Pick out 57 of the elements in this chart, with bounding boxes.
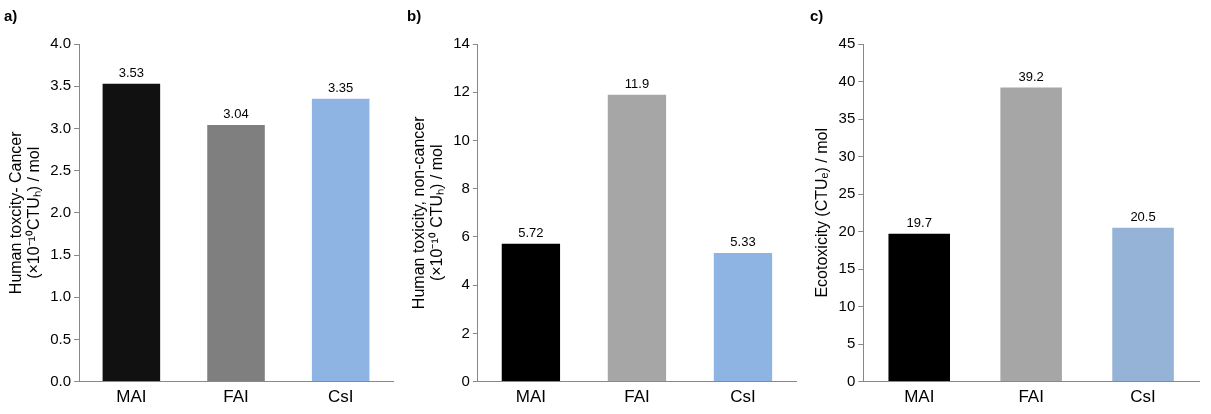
x-tick-label: FAI: [223, 387, 249, 407]
data-label: 19.7: [906, 214, 932, 230]
y-tick-label: 14: [453, 34, 470, 52]
y-tick-label: 0: [846, 371, 856, 389]
y-axis-title: Human toxcity- Cancer (×10⁻¹⁰CTUₕ) / mol: [7, 130, 42, 295]
y-axis-title: Ecotoxicity (CTUₑ) / mol: [813, 128, 831, 298]
y-tick-label: 30: [838, 146, 856, 164]
y-tick-label: 1.0: [50, 287, 72, 305]
y-tick-label: 2.0: [50, 202, 72, 220]
x-tick-label: CsI: [327, 387, 354, 407]
bar: [1000, 87, 1062, 382]
chart-title: a): [4, 7, 18, 25]
x-tick-label: MAI: [904, 387, 935, 407]
y-tick-label: 20: [838, 221, 856, 239]
data-label: 5.33: [730, 234, 756, 250]
y-tick-label: 8: [461, 178, 470, 196]
bar: [501, 243, 561, 382]
bar: [607, 94, 667, 382]
y-tick-label: 40: [838, 71, 856, 89]
y-tick-label: 12: [453, 82, 470, 100]
y-tick-label: 0.0: [50, 371, 72, 389]
data-label: 20.5: [1130, 208, 1156, 224]
y-tick-label: 3.5: [50, 76, 72, 94]
bar: [713, 253, 773, 382]
bar: [1112, 227, 1174, 382]
x-tick-label: MAI: [116, 387, 147, 407]
x-tick-label: FAI: [1018, 387, 1044, 407]
y-tick-label: 0: [461, 371, 470, 389]
data-label: 3.53: [118, 64, 145, 80]
y-tick-label: 1.5: [50, 245, 72, 263]
x-tick-label: CsI: [1130, 387, 1156, 407]
y-tick-label: 6: [461, 227, 470, 245]
y-tick-label: 15: [838, 259, 856, 277]
x-tick-label: CsI: [730, 387, 756, 407]
y-tick-label: 4.0: [50, 34, 72, 52]
chart-title: b): [407, 7, 422, 25]
y-tick-label: 2.5: [50, 160, 72, 178]
y-tick-label: 25: [838, 184, 856, 202]
y-tick-label: 10: [453, 130, 470, 148]
bar: [888, 233, 951, 382]
y-tick-label: 10: [838, 296, 856, 314]
y-axis-title: Human toxicity, non-cancer (×10⁻¹⁰ CTUₕ) / mol: [410, 115, 445, 310]
data-label: 39.2: [1018, 68, 1044, 84]
x-tick-label: FAI: [624, 387, 650, 407]
data-label: 5.72: [518, 224, 544, 240]
data-label: 3.04: [223, 106, 249, 122]
y-tick-label: 5: [846, 334, 856, 352]
y-tick-label: 2: [461, 323, 470, 341]
x-tick-label: MAI: [515, 387, 547, 407]
y-tick-label: 35: [838, 109, 856, 127]
chart-title: c): [810, 7, 824, 25]
y-tick-label: 4: [461, 275, 470, 293]
y-tick-label: 45: [838, 34, 856, 52]
data-label: 3.35: [328, 79, 354, 95]
data-label: 11.9: [624, 75, 650, 91]
y-tick-label: 0.5: [50, 329, 72, 347]
y-tick-label: 3.0: [50, 118, 72, 136]
